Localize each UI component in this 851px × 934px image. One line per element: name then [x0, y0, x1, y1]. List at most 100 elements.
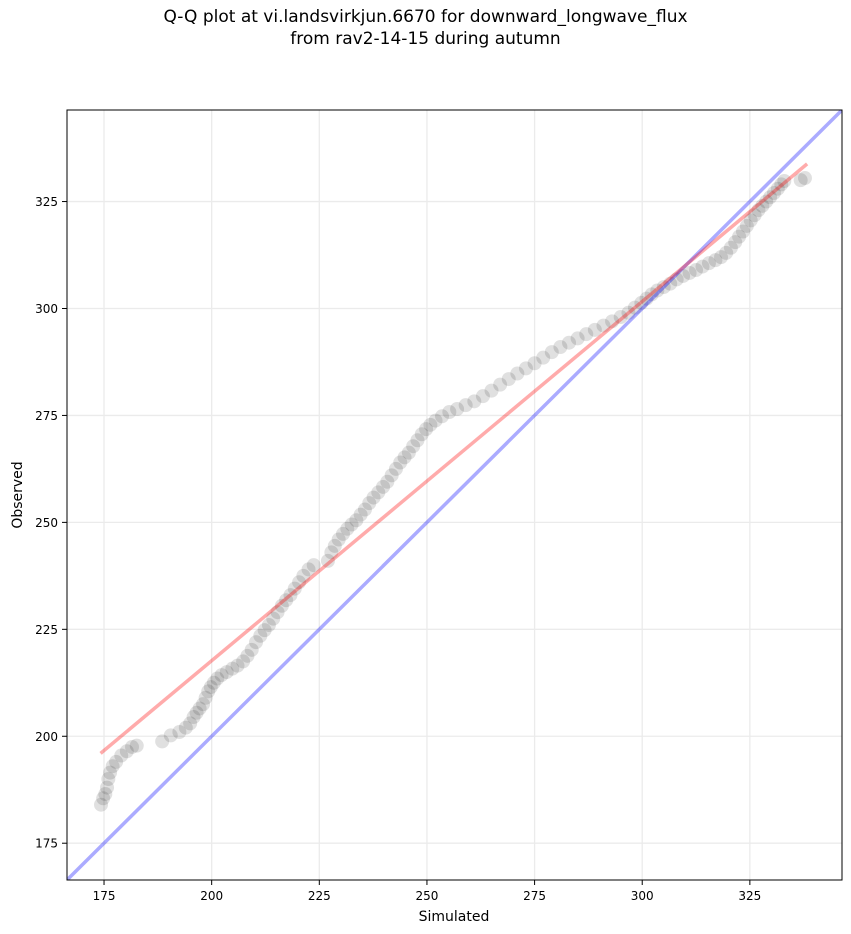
data-point: [380, 474, 395, 489]
data-point: [510, 366, 525, 381]
data-points: [94, 171, 812, 812]
data-point: [366, 490, 381, 505]
data-point: [376, 479, 391, 494]
data-point: [192, 701, 207, 716]
data-point: [766, 185, 781, 200]
data-point: [357, 502, 372, 517]
data-point: [103, 765, 118, 780]
data-point: [442, 405, 457, 420]
data-point: [283, 588, 298, 603]
x-axis-label: Simulated: [419, 909, 490, 925]
data-point: [414, 427, 429, 442]
data-point: [371, 485, 386, 500]
chart-title-line-1: Q-Q plot at vi.landsvirkjun.6670 for dow…: [163, 7, 688, 27]
data-point: [125, 739, 140, 754]
data-point: [714, 250, 729, 265]
data-point: [320, 553, 335, 568]
data-point: [777, 174, 792, 189]
data-point: [296, 568, 311, 583]
data-point: [331, 532, 346, 547]
data-point: [240, 648, 255, 663]
data-point: [249, 635, 264, 650]
data-point: [669, 272, 684, 287]
data-point: [105, 759, 120, 774]
data-point: [219, 665, 234, 680]
data-point: [196, 697, 211, 712]
data-point: [406, 439, 421, 454]
data-point: [735, 224, 750, 239]
data-point: [100, 780, 115, 795]
data-point: [708, 253, 723, 268]
data-point: [393, 455, 408, 470]
data-point: [650, 283, 665, 298]
x-tick-label: 300: [631, 889, 654, 903]
data-point: [419, 422, 434, 437]
data-point: [178, 720, 193, 735]
data-point: [109, 754, 124, 769]
data-point: [353, 507, 368, 522]
x-axis: 175 200 225 250 275 300 325: [93, 880, 761, 903]
data-point: [201, 684, 216, 699]
data-point: [751, 203, 766, 218]
data-point: [225, 661, 240, 676]
data-point: [163, 728, 178, 743]
data-point: [605, 314, 620, 329]
data-point: [579, 327, 594, 342]
data-point: [747, 208, 762, 223]
data-point: [732, 229, 747, 244]
data-point: [388, 461, 403, 476]
data-point: [676, 268, 691, 283]
data-point: [458, 398, 473, 413]
data-point: [324, 545, 339, 560]
data-point: [96, 791, 111, 806]
x-tick-label: 175: [93, 889, 116, 903]
data-point: [279, 593, 294, 608]
y-tick-label: 225: [35, 623, 58, 637]
data-point: [570, 331, 585, 346]
data-point: [759, 194, 774, 209]
data-point: [340, 521, 355, 536]
data-point: [349, 513, 364, 528]
data-point: [410, 433, 425, 448]
data-point: [306, 558, 321, 573]
data-point: [270, 605, 285, 620]
data-point: [553, 339, 568, 354]
y-tick-label: 175: [35, 837, 58, 851]
data-point: [214, 668, 229, 683]
plot-frame: [66, 109, 843, 881]
data-point: [797, 171, 812, 186]
data-point: [198, 690, 213, 705]
data-point: [627, 300, 642, 315]
data-point: [335, 526, 350, 541]
y-tick-label: 250: [35, 516, 58, 530]
data-point: [210, 671, 225, 686]
data-point: [450, 402, 465, 417]
x-tick-label: 225: [308, 889, 331, 903]
data-point: [755, 198, 770, 213]
y-tick-label: 200: [35, 730, 58, 744]
chart-title-line-2: from rav2-14-15 during autumn: [290, 29, 561, 49]
data-point: [728, 235, 743, 250]
grid: [67, 110, 842, 880]
data-point: [244, 642, 259, 657]
data-point: [613, 310, 628, 325]
data-point: [763, 190, 778, 205]
data-point: [428, 413, 443, 428]
data-point: [362, 496, 377, 511]
data-point: [287, 581, 302, 596]
data-point: [544, 345, 559, 360]
data-point: [401, 445, 416, 460]
data-point: [155, 734, 170, 749]
y-tick-label: 275: [35, 409, 58, 423]
y-axis-label: Observed: [10, 461, 26, 528]
data-point: [114, 748, 129, 763]
data-point: [719, 245, 734, 260]
y-tick-label: 325: [35, 195, 58, 209]
x-tick-label: 275: [523, 889, 546, 903]
data-point: [493, 377, 508, 392]
data-point: [435, 409, 450, 424]
data-point: [94, 797, 109, 812]
data-point: [663, 276, 678, 291]
data-point: [501, 372, 516, 387]
